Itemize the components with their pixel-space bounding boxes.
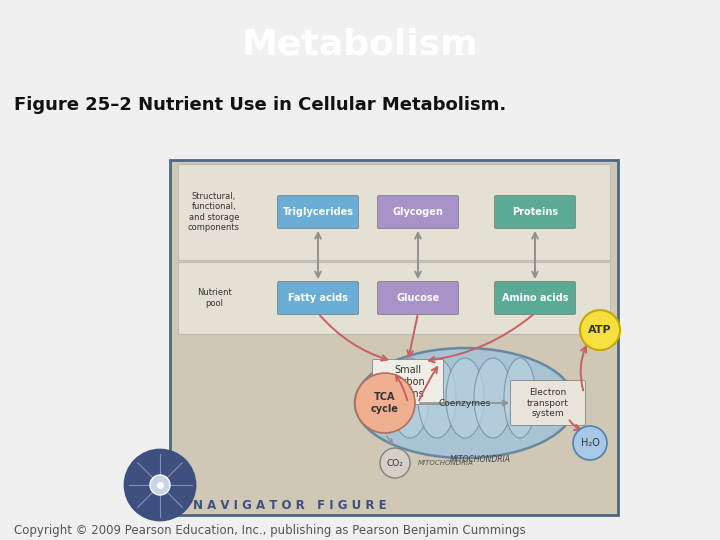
Ellipse shape [446, 358, 484, 438]
Text: Copyright © 2009 Pearson Education, Inc., publishing as Pearson Benjamin Cumming: Copyright © 2009 Pearson Education, Inc.… [14, 523, 526, 537]
Circle shape [380, 448, 410, 478]
Text: Structural,
functional,
and storage
components: Structural, functional, and storage comp… [188, 192, 240, 232]
FancyBboxPatch shape [510, 381, 585, 426]
Ellipse shape [391, 358, 429, 438]
FancyBboxPatch shape [377, 195, 459, 228]
Text: MITOCHONDRIA: MITOCHONDRIA [418, 460, 474, 466]
Text: MITOCHONDRIA: MITOCHONDRIA [449, 455, 510, 463]
Text: Metabolism: Metabolism [242, 28, 478, 62]
Text: Triglycerides: Triglycerides [282, 207, 354, 217]
Ellipse shape [474, 358, 512, 438]
FancyBboxPatch shape [178, 164, 610, 260]
Ellipse shape [355, 348, 575, 458]
FancyBboxPatch shape [178, 262, 610, 334]
Text: Nutrient
pool: Nutrient pool [197, 288, 231, 308]
Text: Glucose: Glucose [397, 293, 440, 303]
FancyBboxPatch shape [277, 281, 359, 314]
FancyBboxPatch shape [495, 195, 575, 228]
Text: CO₂: CO₂ [387, 458, 403, 468]
Text: Proteins: Proteins [512, 207, 558, 217]
Text: TCA
cycle: TCA cycle [371, 392, 399, 414]
FancyBboxPatch shape [495, 281, 575, 314]
FancyBboxPatch shape [377, 281, 459, 314]
Text: Glycogen: Glycogen [392, 207, 444, 217]
Text: Fatty acids: Fatty acids [288, 293, 348, 303]
Circle shape [125, 450, 195, 520]
Ellipse shape [418, 358, 456, 438]
Text: Figure 25–2 Nutrient Use in Cellular Metabolism.: Figure 25–2 Nutrient Use in Cellular Met… [14, 96, 506, 114]
Circle shape [580, 310, 620, 350]
FancyBboxPatch shape [170, 160, 618, 515]
Ellipse shape [504, 358, 536, 438]
Text: Amino acids: Amino acids [502, 293, 568, 303]
Circle shape [355, 373, 415, 433]
Text: Coenzymes: Coenzymes [439, 399, 491, 408]
Text: N A V I G A T O R   F I G U R E: N A V I G A T O R F I G U R E [193, 498, 387, 511]
Text: Small
carbon
chains: Small carbon chains [391, 366, 425, 399]
FancyBboxPatch shape [372, 360, 444, 404]
Text: Electron
transport
system: Electron transport system [527, 388, 569, 418]
Circle shape [150, 475, 170, 495]
FancyBboxPatch shape [277, 195, 359, 228]
Text: ATP: ATP [588, 325, 612, 335]
Text: H₂O: H₂O [580, 438, 600, 448]
Circle shape [573, 426, 607, 460]
